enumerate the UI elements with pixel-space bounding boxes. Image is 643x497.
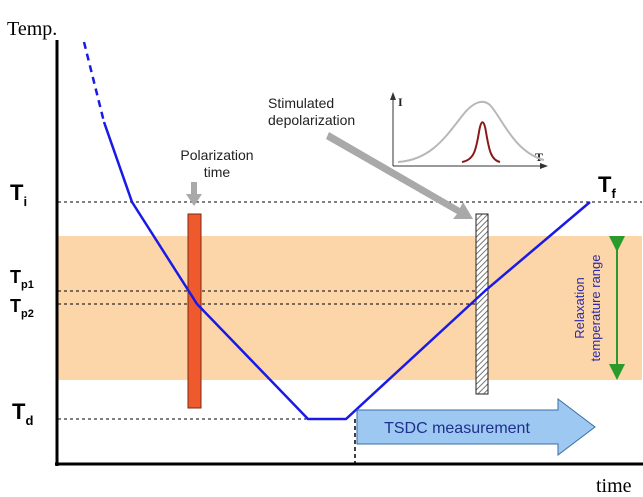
- stimulated-label-line1: Stimulated: [268, 95, 334, 111]
- inset-plot: I T: [390, 92, 548, 169]
- relaxation-label-line2: temperature range: [588, 255, 603, 362]
- inset-y-arrowhead: [390, 92, 396, 100]
- tsdc-arrow[interactable]: [356, 397, 596, 457]
- inset-narrow-peak: [461, 121, 501, 163]
- temperature-curve: [102, 121, 591, 421]
- polarization-label-line2: time: [204, 164, 231, 180]
- ti-label: Ti: [10, 180, 27, 209]
- depolarization-bar: [475, 213, 489, 395]
- relaxation-label-line1: Relaxation: [572, 277, 587, 338]
- polarization-pointer-arrow: [186, 182, 202, 206]
- polarization-label-line1: Polarization: [180, 147, 253, 163]
- tf-label: Tf: [598, 172, 616, 201]
- stimulated-label-line2: depolarization: [268, 112, 355, 128]
- x-axis-label: time: [596, 475, 632, 497]
- inset-x-label: T: [535, 150, 543, 164]
- tp2-label: Tp2: [10, 296, 34, 320]
- stimulated-pointer-arrow: [326, 132, 473, 219]
- y-axis-label: Temp.: [7, 18, 57, 40]
- relaxation-band: [58, 236, 642, 380]
- temperature-curve-dashed: [82, 41, 106, 123]
- tsdc-label: TSDC measurement: [384, 420, 530, 437]
- inset-x-arrowhead: [540, 163, 548, 169]
- td-label: Td: [12, 399, 33, 428]
- tp1-label: Tp1: [10, 267, 34, 291]
- inset-y-label: I: [398, 95, 403, 109]
- inset-broad-peak: [397, 100, 545, 163]
- polarization-bar: [187, 213, 202, 409]
